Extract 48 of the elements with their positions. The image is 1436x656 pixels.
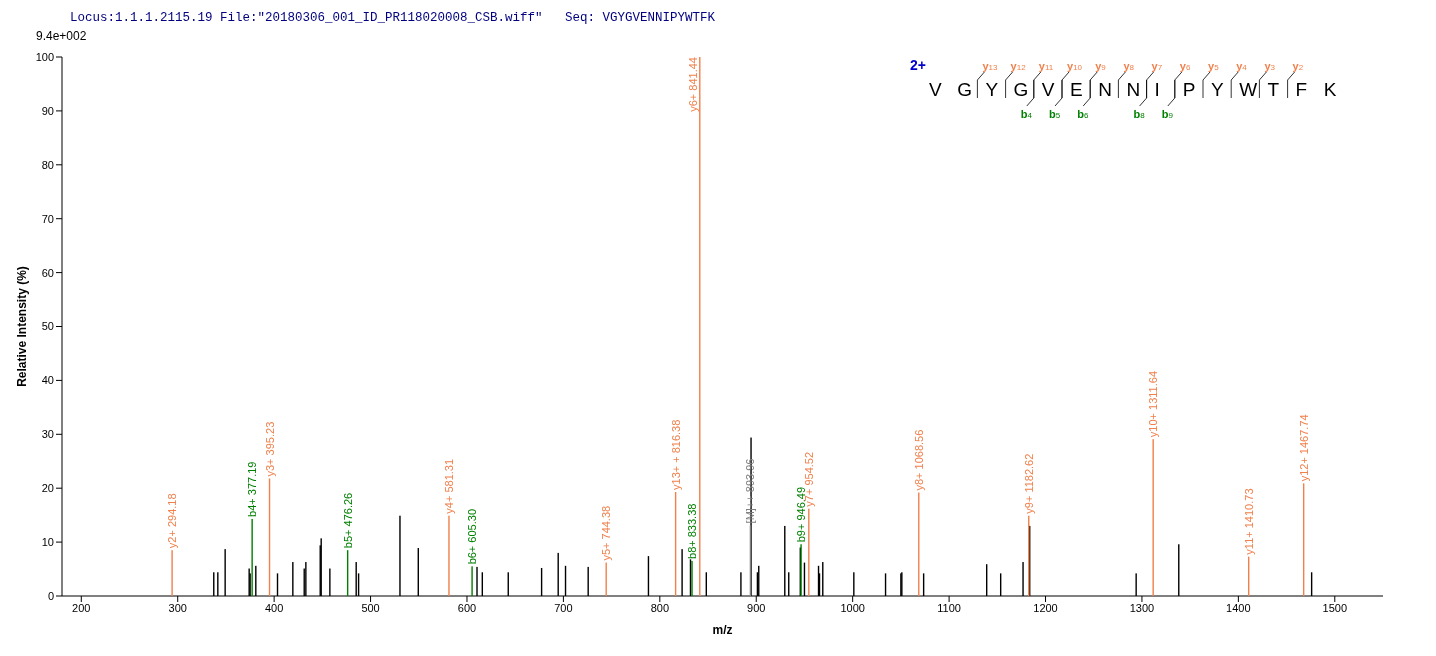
- text: y13 y12 y11 y10 y9 y8 y7 y6 y5 y4 y3 y2: [982, 60, 1304, 72]
- y-tick-label: 40: [41, 374, 54, 387]
- annotation: y4+ 581.31: [442, 458, 455, 514]
- y-tick-label: 100: [35, 50, 54, 63]
- annotation: y12+ 1467.74: [1297, 414, 1310, 482]
- annotation: y3+ 395.23: [263, 421, 276, 477]
- y-tick-label: 30: [41, 428, 54, 441]
- annotation: y5+ 744.38: [600, 505, 613, 561]
- text: b4 b5 b6 b8 b9: [1020, 108, 1173, 120]
- annotation: y9+ 1182.62: [1022, 453, 1035, 514]
- chart-title: Locus:1.1.1.2115.19 File:"20180306_001_ID_PR118020008_CSB.wiff" Seq: VGYGVENNIPYWTFK: [70, 11, 716, 25]
- x-tick-label: 1400: [1226, 601, 1251, 614]
- y-tick-label: 50: [41, 320, 54, 333]
- x-tick-label: 1100: [937, 601, 961, 614]
- x-tick-label: 200: [72, 601, 91, 614]
- y-tick-label: 90: [41, 104, 54, 117]
- x-tick-label: 600: [457, 601, 477, 614]
- y-tick-label: 70: [41, 212, 54, 225]
- annotation: y8+ 1068.56: [912, 429, 925, 491]
- x-tick-label: 1500: [1322, 601, 1348, 614]
- annotation: b4+ 377.19: [246, 461, 259, 517]
- x-tick-label: 700: [554, 601, 573, 614]
- annotation: y11+ 1410.73: [1242, 488, 1255, 555]
- annotation: y10+ 1311.64: [1147, 370, 1160, 438]
- y-tick-label: 20: [41, 482, 54, 495]
- y-tick-label: 0: [47, 589, 54, 602]
- annotation: b5+ 476.26: [341, 492, 354, 549]
- x-tick-label: 1000: [840, 601, 865, 614]
- annotation: b6+ 605.30: [466, 508, 479, 565]
- y-tick-label: 10: [41, 536, 54, 549]
- x-tick-label: 300: [168, 601, 187, 614]
- annotation: [M]++ 893.96: [744, 458, 757, 524]
- x-tick-label: 1300: [1129, 601, 1155, 614]
- y-axis-title: Relative Intensity (%): [15, 266, 30, 387]
- x-tick-label: 1200: [1033, 601, 1058, 614]
- annotation: b8+ 833.38: [686, 503, 699, 559]
- annotation: 2+: [910, 57, 926, 73]
- text: 9.4e+002: [36, 29, 87, 43]
- x-axis-title: m/z: [712, 623, 733, 637]
- x-tick-label: 400: [264, 601, 284, 614]
- annotation: y13+ + 816.38: [669, 419, 682, 490]
- x-tick-label: 500: [361, 601, 380, 614]
- x-tick-label: 800: [650, 601, 669, 614]
- y-tick-label: 80: [41, 158, 54, 171]
- annotation: y6+ 841.44: [686, 57, 699, 112]
- annotation: y2+ 294.18: [166, 493, 179, 549]
- x-tick-label: 900: [747, 601, 766, 614]
- y-tick-label: 60: [41, 266, 54, 279]
